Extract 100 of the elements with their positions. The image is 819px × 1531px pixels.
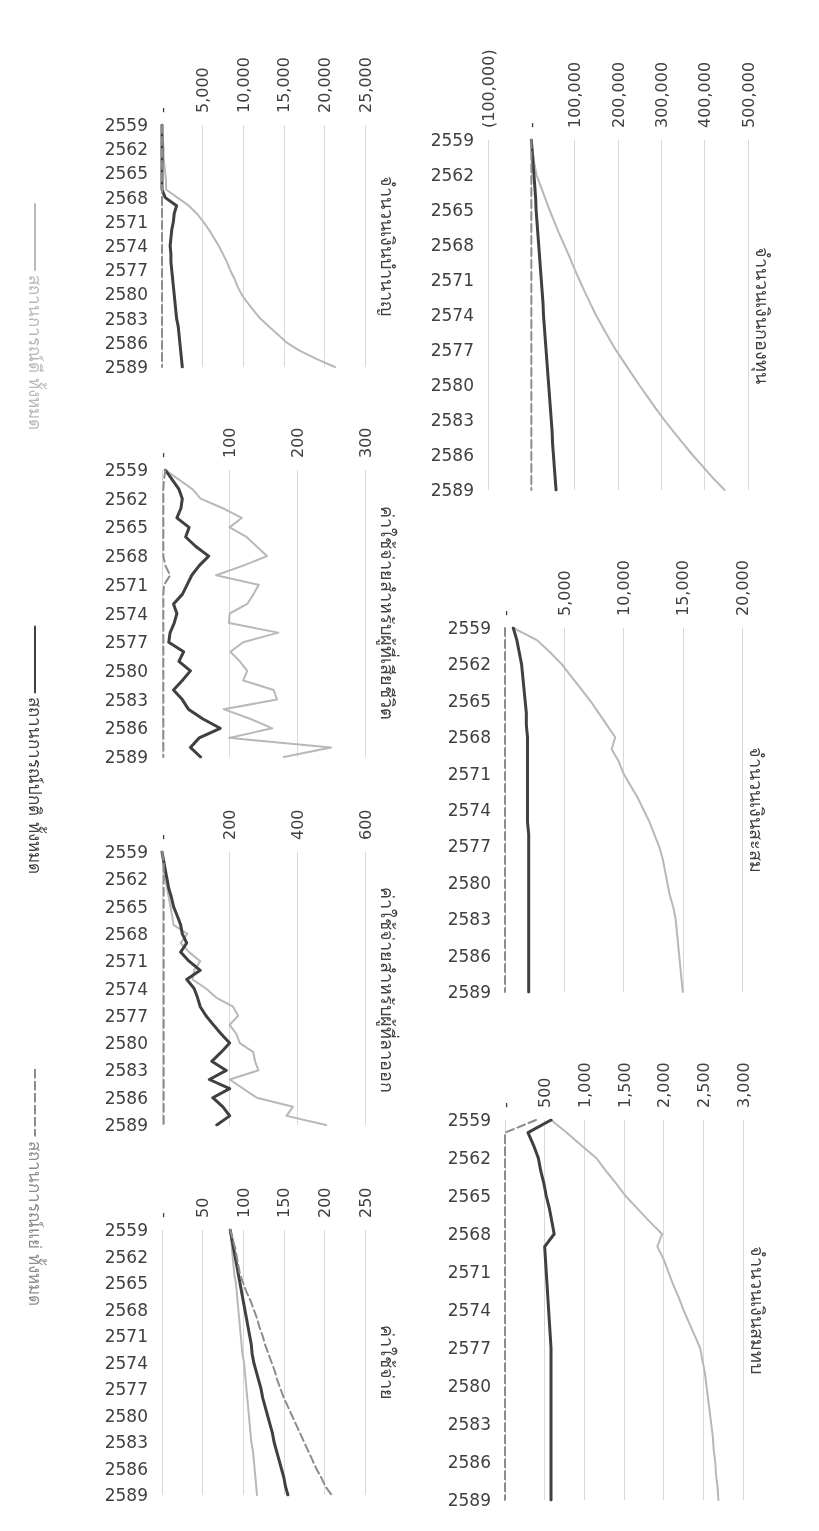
x-tick-label: 50 [193, 1197, 213, 1218]
text: สถานการณ์แย่ ทั้งหมด [25, 1140, 47, 1307]
y-tick-label: 2589 [447, 1490, 491, 1510]
y-tick-label: 2562 [104, 139, 148, 160]
y-tick-label: 2562 [104, 488, 148, 509]
text: จำนวนเงินบำนาญ [376, 176, 398, 316]
y-tick-label: 2574 [430, 305, 474, 325]
x-tick-label: 1,000 [574, 1062, 594, 1108]
y-tick-label: 2589 [104, 1485, 148, 1505]
y-tick-label: 2571 [104, 1326, 148, 1346]
y-tick-label: 2568 [430, 235, 474, 255]
x-tick-label: 10,000 [614, 560, 633, 616]
y-tick-label: 2571 [430, 270, 474, 290]
y-tick-label: 2574 [104, 603, 148, 624]
y-tick-label: 2562 [430, 165, 474, 185]
y-tick-label: 2586 [104, 718, 148, 739]
y-tick-label: 2565 [447, 1186, 491, 1206]
y-tick-label: 2577 [104, 632, 148, 653]
x-tick-label: 600 [355, 809, 375, 840]
y-tick-label: 2577 [104, 1379, 148, 1399]
x-tick-label: 25,000 [355, 57, 375, 113]
text: สถานการณ์ปกติ ทั้งหมด [25, 697, 47, 874]
y-tick-label: 2562 [447, 1148, 491, 1168]
y-tick-label: 2571 [104, 951, 148, 972]
y-tick-label: 2574 [104, 978, 148, 999]
x-tick-label: 400 [287, 809, 307, 840]
y-tick-label: 2586 [104, 332, 148, 353]
y-tick-label: 2583 [104, 689, 148, 710]
y-tick-label: 2562 [104, 1246, 148, 1267]
x-tick-label: 100,000 [565, 61, 585, 128]
y-tick-label: 2577 [447, 836, 491, 857]
y-tick-label: 2589 [104, 1115, 148, 1135]
y-tick-label: 2565 [104, 1273, 148, 1293]
y-tick-label: 2568 [104, 187, 148, 208]
x-tick-label: - [152, 834, 172, 840]
x-tick-label: 500 [535, 1077, 555, 1108]
y-tick-label: 2565 [104, 517, 148, 538]
y-tick-label: 2559 [447, 1110, 491, 1130]
y-tick-label: 2565 [104, 896, 148, 917]
y-tick-label: 2574 [104, 1352, 148, 1373]
x-tick-label: 200 [220, 809, 240, 840]
y-tick-label: 2559 [104, 1220, 148, 1240]
x-tick-label: 2,500 [693, 1062, 713, 1108]
x-tick-label: 200 [287, 427, 307, 458]
y-tick-label: 2589 [447, 982, 491, 1002]
y-tick-label: 2577 [104, 260, 148, 281]
y-tick-label: 2586 [104, 1087, 148, 1108]
y-tick-label: 2586 [447, 945, 491, 966]
x-tick-label: 300 [355, 427, 375, 458]
y-tick-label: 2562 [104, 869, 148, 890]
x-tick-label: - [152, 107, 172, 113]
y-tick-label: 2583 [104, 1432, 148, 1452]
y-tick-label: 2568 [447, 1224, 491, 1244]
x-tick-label: 100 [233, 1187, 253, 1218]
y-tick-label: 2589 [104, 357, 148, 377]
x-tick-label: 5,000 [193, 67, 213, 113]
y-tick-label: 2559 [104, 460, 148, 480]
x-tick-label: - [152, 452, 172, 458]
y-tick-label: 2559 [447, 618, 491, 638]
x-tick-label: 1,500 [614, 1062, 634, 1108]
y-tick-label: 2583 [104, 308, 148, 329]
y-tick-label: 2589 [104, 747, 148, 767]
y-tick-label: 2571 [104, 211, 148, 232]
x-tick-label: 2,000 [654, 1062, 674, 1108]
x-tick-label: - [152, 1212, 172, 1218]
x-tick-label: 15,000 [673, 560, 693, 616]
x-tick-label: 3,000 [733, 1062, 753, 1108]
y-tick-label: 2565 [104, 163, 148, 184]
x-tick-label: (100,000) [478, 49, 498, 128]
x-tick-label: 200 [314, 1187, 334, 1218]
x-tick-label: - [495, 1102, 515, 1108]
x-tick-label: 100 [220, 427, 240, 458]
y-tick-label: 2580 [104, 660, 148, 681]
y-tick-label: 2571 [447, 1262, 491, 1282]
x-tick-label: 15,000 [274, 57, 294, 113]
y-tick-label: 2568 [104, 923, 148, 944]
y-tick-label: 2589 [430, 480, 474, 500]
y-tick-label: 2571 [447, 763, 491, 784]
y-tick-label: 2559 [104, 115, 148, 135]
y-tick-label: 2586 [430, 445, 474, 465]
x-tick-label: 150 [274, 1187, 294, 1218]
y-tick-label: 2559 [430, 130, 474, 150]
x-tick-label: 200,000 [608, 61, 628, 128]
x-tick-label: 10,000 [233, 57, 253, 113]
text: ค่าใช้จ่าย [376, 1324, 398, 1400]
y-tick-label: 2574 [447, 1300, 491, 1320]
y-tick-label: 2565 [430, 200, 474, 220]
y-tick-label: 2559 [104, 842, 148, 862]
y-tick-label: 2568 [104, 546, 148, 567]
y-tick-label: 2574 [447, 800, 491, 820]
y-tick-label: 2568 [447, 727, 491, 748]
x-tick-label: 5,000 [554, 570, 574, 616]
x-tick-label: 500,000 [738, 61, 758, 128]
y-tick-label: 2580 [447, 1376, 491, 1396]
y-tick-label: 2580 [104, 1405, 148, 1426]
y-tick-label: 2586 [104, 1458, 148, 1479]
y-tick-label: 2580 [430, 375, 474, 395]
text: สถานการณ์ดี ทั้งหมด [25, 275, 47, 431]
y-tick-label: 2574 [104, 236, 148, 256]
y-tick-label: 2583 [430, 410, 474, 430]
